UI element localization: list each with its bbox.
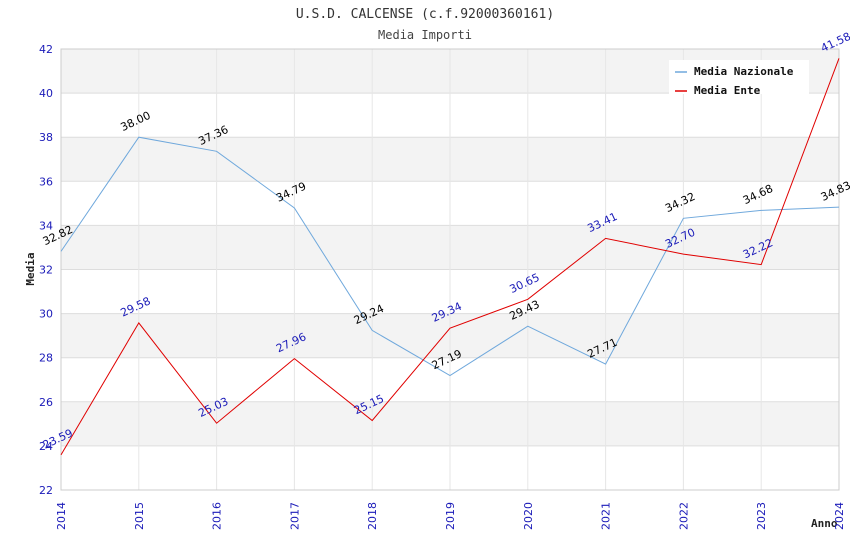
x-tick-label: 2024 bbox=[833, 502, 846, 530]
x-tick-label: 2017 bbox=[288, 502, 301, 530]
y-tick-labels: 22 24 26 28 30 32 34 36 38 40 42 bbox=[39, 43, 53, 497]
y-tick-label: 26 bbox=[39, 396, 53, 409]
y-axis-label: Media bbox=[24, 252, 37, 285]
x-tick-label: 2021 bbox=[600, 502, 613, 530]
y-tick-label: 36 bbox=[39, 175, 53, 188]
x-tick-label: 2022 bbox=[677, 502, 690, 530]
x-tick-label: 2014 bbox=[55, 502, 68, 530]
legend-item-ente: Media Ente bbox=[694, 84, 761, 97]
x-tick-labels: 2014 2015 2016 2017 2018 2019 2020 2021 2022 2023… bbox=[55, 502, 846, 530]
y-tick-label: 34 bbox=[39, 219, 53, 232]
y-tick-label: 40 bbox=[39, 87, 53, 100]
chart-subtitle: Media Importi bbox=[378, 28, 472, 42]
y-tick-label: 32 bbox=[39, 264, 53, 277]
series-line-media-ente bbox=[60, 58, 840, 456]
y-tick-label: 28 bbox=[39, 352, 53, 365]
chart-title: U.S.D. CALCENSE (c.f.92000360161) bbox=[296, 7, 554, 22]
y-tick-label: 38 bbox=[39, 131, 53, 144]
y-tick-label: 22 bbox=[39, 484, 53, 497]
series-line-media-nazionale bbox=[60, 136, 840, 377]
legend-item-nazionale: Media Nazionale bbox=[694, 65, 794, 78]
legend-box bbox=[669, 60, 809, 94]
x-tick-label: 2016 bbox=[211, 502, 224, 530]
x-tick-label: 2015 bbox=[133, 502, 146, 530]
x-tick-label: 2018 bbox=[366, 502, 379, 530]
x-tick-label: 2019 bbox=[444, 502, 457, 530]
x-axis-label: Anno bbox=[811, 517, 838, 530]
y-tick-label: 24 bbox=[39, 440, 53, 453]
legend: Media Nazionale Media Ente bbox=[669, 60, 809, 97]
x-tick-label: 2020 bbox=[522, 502, 535, 530]
x-tick-label: 2023 bbox=[755, 502, 768, 530]
y-tick-label: 30 bbox=[39, 308, 53, 321]
y-tick-label: 42 bbox=[39, 43, 53, 56]
plot-area bbox=[60, 48, 840, 491]
series-lines bbox=[60, 58, 840, 456]
